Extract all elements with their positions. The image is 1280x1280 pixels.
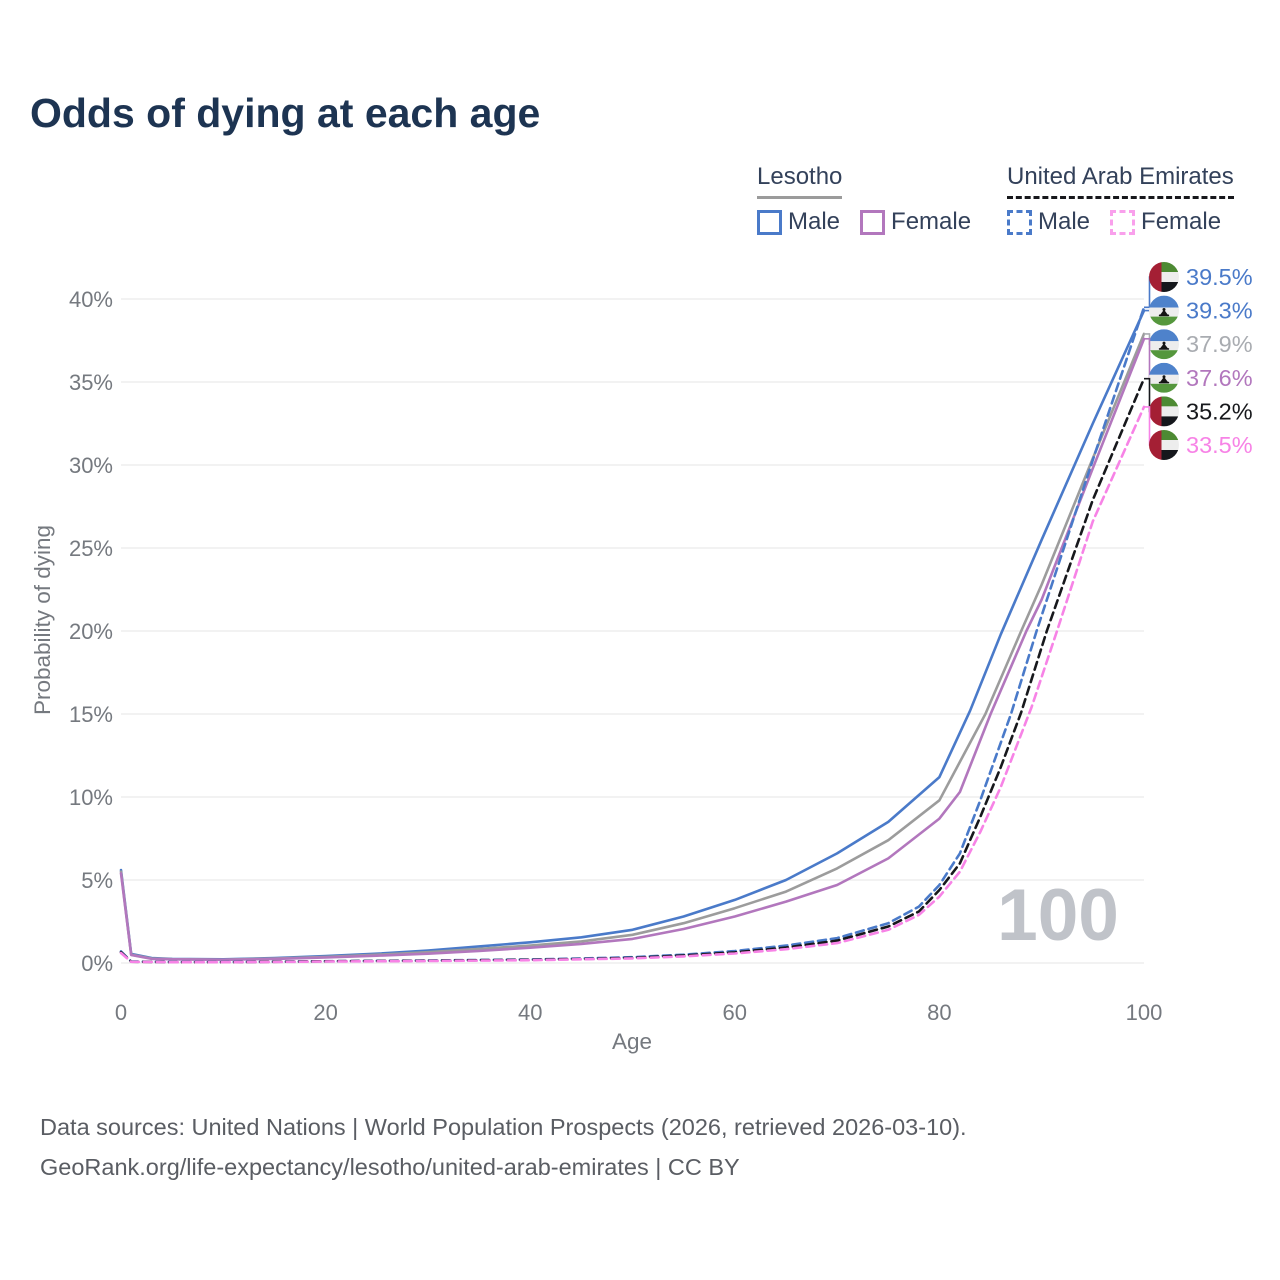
y-tick-label: 25% bbox=[69, 536, 113, 561]
flag-band bbox=[1161, 430, 1179, 440]
flag-band bbox=[1161, 406, 1179, 417]
legend-country-lesotho: Lesotho bbox=[757, 163, 843, 199]
flag-icon-united-arab-emirates bbox=[1149, 430, 1179, 460]
x-axis-title: Age bbox=[612, 1029, 652, 1054]
x-tick-label: 80 bbox=[927, 1000, 951, 1025]
flag-band bbox=[1149, 316, 1179, 326]
uae-female-swatch-icon bbox=[1110, 209, 1136, 235]
flag-band bbox=[1149, 329, 1179, 342]
mokorotlo-hat-icon bbox=[1159, 376, 1169, 383]
series-line-lesotho-female[interactable] bbox=[119, 337, 1146, 962]
flag-band bbox=[1161, 416, 1179, 427]
legend-items-uae: Male Female bbox=[1007, 208, 1234, 236]
series-line-united-arab-emirates-total[interactable] bbox=[119, 377, 1146, 964]
footer: Data sources: United Nations | World Pop… bbox=[40, 1107, 967, 1187]
y-tick-label: 0% bbox=[81, 951, 113, 976]
gridlines bbox=[121, 298, 1144, 964]
flag-band bbox=[1149, 362, 1179, 375]
mokorotlo-hat-icon bbox=[1158, 381, 1170, 384]
legend-group-lesotho: Lesotho Male Female bbox=[757, 163, 971, 236]
legend-item-label: Female bbox=[1141, 208, 1222, 235]
x-tick-label: 40 bbox=[518, 1000, 542, 1025]
mokorotlo-hat-icon bbox=[1159, 343, 1169, 349]
flag-band bbox=[1149, 383, 1179, 393]
y-tick-label: 10% bbox=[69, 785, 113, 810]
mokorotlo-hat-icon bbox=[1162, 308, 1166, 311]
data-sources-line: Data sources: United Nations | World Pop… bbox=[40, 1114, 967, 1140]
flag-icon-lesotho bbox=[1149, 362, 1179, 393]
mokorotlo-hat-icon bbox=[1162, 341, 1166, 345]
hover-age-watermark: 100 bbox=[997, 875, 1119, 956]
end-label-value: 39.3% bbox=[1186, 298, 1253, 324]
legend-item-label: Female bbox=[891, 208, 972, 235]
series-line-united-arab-emirates-male[interactable] bbox=[119, 306, 1146, 964]
legend-item-uae-female[interactable]: Female bbox=[1110, 208, 1221, 236]
x-axis-tick-labels: 0 20 40 60 80 100 bbox=[115, 1000, 1162, 1025]
end-label-value: 33.5% bbox=[1186, 432, 1253, 458]
flag-band bbox=[1161, 262, 1179, 272]
uae-male-swatch-icon bbox=[1007, 209, 1032, 235]
flag-band bbox=[1161, 396, 1179, 407]
y-tick-label: 15% bbox=[69, 702, 113, 727]
end-label-value: 37.6% bbox=[1186, 365, 1253, 391]
legend-item-lesotho-male[interactable]: Male bbox=[757, 208, 840, 236]
flag-band bbox=[1161, 272, 1179, 282]
legend-country-uae: United Arab Emirates bbox=[1007, 163, 1234, 199]
end-label-value: 37.9% bbox=[1186, 331, 1253, 357]
flag-band bbox=[1149, 430, 1162, 460]
flag-icon-united-arab-emirates bbox=[1149, 396, 1179, 427]
series-line-lesotho-male[interactable] bbox=[119, 309, 1146, 961]
legend-item-label: Male bbox=[788, 208, 841, 235]
flag-icon-lesotho bbox=[1149, 329, 1179, 360]
end-labels: 39.5% 39.3% 37.9% 37.6% 35.2% 33.5% bbox=[1144, 262, 1253, 460]
end-label-value: 39.5% bbox=[1186, 264, 1253, 290]
legend-items-lesotho: Male Female bbox=[757, 208, 971, 236]
flag-icon-united-arab-emirates bbox=[1149, 262, 1179, 292]
legend-group-uae: United Arab Emirates Male Female bbox=[1007, 163, 1234, 236]
end-label-value: 35.2% bbox=[1186, 398, 1253, 424]
flag-band bbox=[1149, 295, 1179, 308]
y-tick-label: 20% bbox=[69, 619, 113, 644]
mokorotlo-hat-icon bbox=[1158, 348, 1170, 350]
y-tick-label: 40% bbox=[69, 287, 113, 312]
mokorotlo-hat-icon bbox=[1162, 375, 1166, 379]
flag-band bbox=[1161, 450, 1179, 460]
flag-band bbox=[1161, 440, 1179, 450]
y-tick-label: 30% bbox=[69, 453, 113, 478]
flag-band bbox=[1149, 262, 1162, 292]
flag-band bbox=[1149, 350, 1179, 360]
x-tick-label: 20 bbox=[313, 1000, 337, 1025]
page-title: Odds of dying at each age bbox=[30, 90, 541, 136]
mokorotlo-hat-icon bbox=[1158, 314, 1170, 317]
y-tick-label: 35% bbox=[69, 370, 113, 395]
legend-item-label: Male bbox=[1038, 208, 1091, 235]
flag-band bbox=[1149, 396, 1162, 427]
flag-icon-lesotho bbox=[1149, 295, 1179, 326]
attribution-line: GeoRank.org/life-expectancy/lesotho/unit… bbox=[40, 1154, 740, 1180]
y-tick-label: 5% bbox=[81, 868, 113, 893]
legend-item-uae-male[interactable]: Male bbox=[1007, 208, 1090, 236]
series-line-lesotho-total[interactable] bbox=[119, 332, 1146, 961]
lesotho-male-swatch-icon bbox=[757, 209, 782, 235]
series-lines bbox=[119, 306, 1146, 964]
series-line-united-arab-emirates-female[interactable] bbox=[119, 405, 1146, 964]
x-tick-label: 60 bbox=[723, 1000, 747, 1025]
x-tick-label: 0 bbox=[115, 1000, 127, 1025]
lesotho-female-swatch-icon bbox=[860, 209, 886, 235]
flag-band bbox=[1161, 282, 1179, 292]
x-tick-label: 100 bbox=[1126, 1000, 1163, 1025]
legend-item-lesotho-female[interactable]: Female bbox=[860, 208, 971, 236]
y-axis-tick-labels: 0% 5% 10% 15% 20% 25% 30% 35% 40% bbox=[69, 287, 113, 976]
y-axis-title: Probability of dying bbox=[30, 525, 55, 715]
mokorotlo-hat-icon bbox=[1159, 309, 1169, 316]
